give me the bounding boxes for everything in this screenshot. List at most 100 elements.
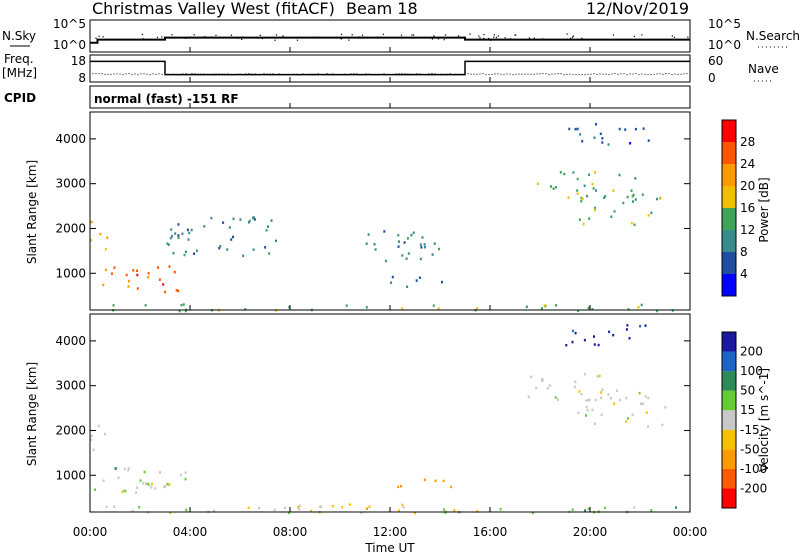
nave-point xyxy=(248,73,250,75)
data-cell xyxy=(645,411,648,414)
nave-point xyxy=(581,73,583,75)
nave-point xyxy=(413,73,415,75)
data-cell xyxy=(90,434,93,438)
data-cell xyxy=(580,393,583,396)
data-cell xyxy=(239,218,242,221)
data-cell xyxy=(423,478,426,482)
nsearch-point xyxy=(528,37,530,39)
data-cell xyxy=(190,228,193,232)
data-cell xyxy=(171,235,174,238)
data-cell xyxy=(102,283,105,287)
colorbar-segment xyxy=(722,142,736,164)
data-cell xyxy=(131,509,134,513)
colorbar-segment xyxy=(722,351,736,372)
data-cell xyxy=(613,402,616,405)
nsearch-point xyxy=(443,39,445,41)
freq-right-tick-top: 60 xyxy=(708,54,723,68)
nave-point xyxy=(566,73,568,75)
nave-point xyxy=(167,73,169,75)
freq-left-tick-bottom: 8 xyxy=(78,71,86,85)
data-cell xyxy=(114,467,117,470)
cpid-mode-text: normal (fast) -151 RF xyxy=(94,92,239,106)
data-cell xyxy=(374,248,377,251)
data-cell xyxy=(391,275,394,279)
data-cell xyxy=(185,508,188,512)
data-cell xyxy=(127,279,130,283)
data-cell xyxy=(600,413,603,416)
data-cell xyxy=(442,479,445,483)
data-cell xyxy=(625,420,628,423)
nave-point xyxy=(476,73,478,75)
data-cell xyxy=(499,508,502,511)
noise-left-tick-top: 10^5 xyxy=(53,17,86,31)
data-cell xyxy=(579,133,582,136)
nave-point xyxy=(440,73,442,75)
data-cell xyxy=(586,409,589,412)
nave-point xyxy=(530,73,532,75)
data-cell xyxy=(644,324,647,327)
data-cell xyxy=(626,195,629,199)
data-cell xyxy=(659,197,662,200)
data-cell xyxy=(341,505,344,509)
x-axis-label: Time UT xyxy=(364,541,415,554)
data-cell xyxy=(615,389,618,392)
data-cell xyxy=(242,254,245,258)
nave-point xyxy=(95,73,97,75)
nave-point xyxy=(680,73,682,75)
nsearch-point xyxy=(156,36,159,38)
data-cell xyxy=(166,242,169,245)
data-cell xyxy=(406,285,409,288)
nave-point xyxy=(569,73,571,75)
nave-point xyxy=(518,73,520,75)
nave-point xyxy=(299,74,301,76)
data-cell xyxy=(113,266,116,269)
data-cell xyxy=(674,506,677,509)
nsearch-point xyxy=(242,36,244,38)
nsearch-point xyxy=(570,37,572,39)
data-cell xyxy=(583,338,586,342)
colorbar-segment xyxy=(722,390,736,411)
data-cell xyxy=(368,505,371,508)
nave-point xyxy=(383,73,385,75)
data-cell xyxy=(365,306,368,309)
nave-point xyxy=(212,73,214,75)
colorbar-frame xyxy=(721,119,737,297)
nave-point xyxy=(515,73,517,75)
colorbar-segment xyxy=(722,120,736,142)
data-cell xyxy=(226,248,229,251)
nave-point xyxy=(107,73,109,75)
nsearch-point xyxy=(483,33,485,36)
nave-point xyxy=(548,74,550,76)
data-cell xyxy=(627,308,630,311)
nave-point xyxy=(152,73,154,75)
nave-point xyxy=(662,73,664,75)
data-cell xyxy=(127,285,130,288)
data-cell xyxy=(601,137,604,140)
data-cell xyxy=(297,505,299,509)
data-cell xyxy=(415,279,418,282)
data-cell xyxy=(573,385,576,389)
data-cell xyxy=(102,479,105,482)
colorbar-tick-label: 12 xyxy=(740,223,755,237)
data-cell xyxy=(288,306,291,309)
nsearch-point xyxy=(382,33,385,35)
nave-point xyxy=(401,73,403,75)
data-cell xyxy=(630,189,633,192)
nave-point xyxy=(674,73,676,75)
nave-point xyxy=(266,73,268,75)
nave-point xyxy=(296,73,298,75)
nsearch-point xyxy=(303,37,305,39)
data-cell xyxy=(597,343,600,347)
nave-point xyxy=(371,74,373,76)
data-cell xyxy=(647,139,650,142)
nave-point xyxy=(215,73,217,75)
nave-point xyxy=(221,73,223,75)
data-cell xyxy=(195,249,198,252)
nsearch-point xyxy=(412,34,415,36)
data-cell xyxy=(619,398,622,402)
data-cell xyxy=(169,236,172,240)
data-cell xyxy=(554,186,557,189)
nave-point xyxy=(176,73,178,75)
nsearch-point xyxy=(95,37,97,39)
nave-point xyxy=(260,74,262,76)
